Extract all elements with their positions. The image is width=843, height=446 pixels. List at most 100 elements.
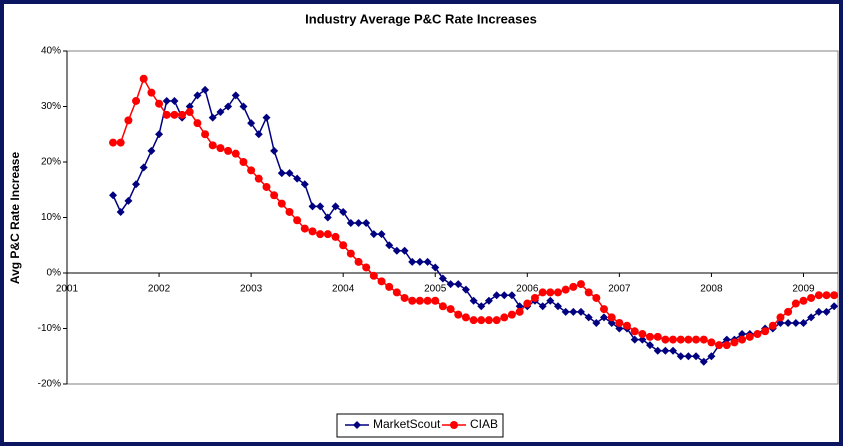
data-point [745,332,754,341]
data-point [415,257,424,266]
data-point [446,280,455,289]
data-point [692,352,701,361]
data-point [569,307,578,316]
data-point [170,110,179,119]
data-point [285,207,294,216]
data-point [331,202,340,211]
data-point [231,149,240,158]
data-point [553,288,562,297]
data-point [699,357,708,366]
data-point [477,316,486,325]
data-point [599,313,608,322]
data-point [830,302,839,311]
data-point [254,130,263,139]
data-point [431,296,440,305]
data-point [722,341,731,350]
data-point [692,335,701,344]
data-point [178,110,187,119]
data-point [814,291,823,300]
data-point [385,241,394,250]
legend-label: CIAB [470,417,498,431]
data-point [507,291,516,300]
data-point [791,318,800,327]
data-point [569,282,578,291]
data-point [308,227,317,236]
data-point [431,263,440,272]
data-point [239,102,248,111]
data-point [661,335,670,344]
data-point [776,313,785,322]
data-point [638,330,647,339]
data-point [607,313,616,322]
data-point [707,352,716,361]
data-point [132,96,141,105]
data-point [109,191,118,200]
data-point [715,341,724,350]
data-point [262,113,271,122]
data-point [377,277,386,286]
data-point [684,352,693,361]
data-point [162,96,171,105]
data-point [293,216,302,225]
data-point [323,213,332,222]
data-point [822,291,831,300]
data-point [408,257,417,266]
data-point [553,302,562,311]
data-point [661,346,670,355]
data-point [270,191,279,200]
data-point [561,307,570,316]
data-point [807,313,816,322]
chart-title: Industry Average P&C Rate Increases [305,11,537,26]
data-point [392,288,401,297]
data-point [722,335,731,344]
data-point [538,288,547,297]
y-tick-label: -10% [38,323,61,334]
y-tick-label: 10% [41,212,61,223]
data-point [285,169,294,178]
data-point [538,302,547,311]
data-point [109,138,118,147]
data-point [162,110,171,119]
data-point [584,288,593,297]
x-tick-label: 2008 [700,284,723,295]
data-point [638,335,647,344]
data-point [607,318,616,327]
data-point [676,352,685,361]
data-point [362,263,371,272]
data-point [331,232,340,241]
data-point [346,219,355,228]
data-point [139,163,148,172]
data-point [454,280,463,289]
data-point [377,230,386,239]
data-point [262,182,271,191]
y-tick-label: 20% [41,157,61,168]
data-point [193,119,202,128]
x-tick-label: 2007 [608,284,631,295]
data-point [277,169,286,178]
y-tick-label: 40% [41,46,61,57]
data-point [147,146,156,155]
x-tick-label: 2009 [792,284,815,295]
x-tick-label: 2001 [56,284,79,295]
data-point [653,346,662,355]
data-point [515,302,524,311]
data-point [784,318,793,327]
legend-swatch-marker [450,421,458,429]
x-tick-label: 2005 [424,284,447,295]
data-point [400,293,409,302]
y-tick-label: 30% [41,101,61,112]
data-point [546,296,555,305]
data-point [669,335,678,344]
data-point [224,102,233,111]
data-point [216,144,225,153]
y-tick-label: -20% [38,379,61,390]
data-point [323,230,332,239]
data-point [592,318,601,327]
data-point [270,146,279,155]
data-point [354,219,363,228]
data-point [254,174,263,183]
data-point [753,330,762,339]
data-point [339,207,348,216]
data-point [523,299,532,308]
legend-label: MarketScout [373,417,441,431]
